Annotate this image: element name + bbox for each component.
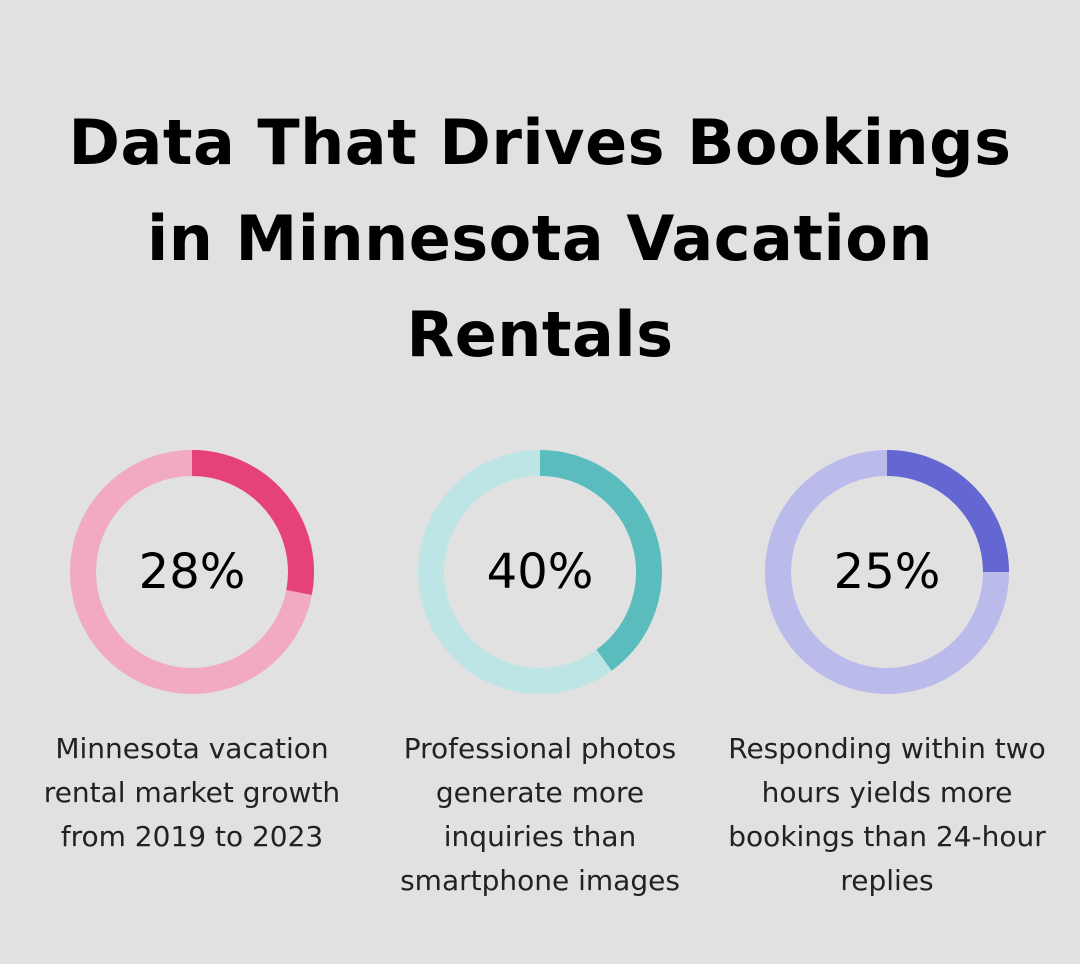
stat-value: 28% <box>138 544 246 600</box>
donut-svg <box>765 450 1009 694</box>
stat-caption: Responding within two hours yields more … <box>728 732 1046 897</box>
donut-svg <box>418 450 662 694</box>
donut-chart: 40% <box>418 450 662 694</box>
donut-arc <box>191 450 314 595</box>
stat-card-market-growth: 28% Minnesota vacation rental market gro… <box>32 450 352 859</box>
stat-value: 40% <box>486 544 594 600</box>
stat-value: 25% <box>833 544 941 600</box>
donut-arc <box>886 450 1009 573</box>
donut-chart: 28% <box>70 450 314 694</box>
stat-caption: Minnesota vacation rental market growth … <box>43 732 341 853</box>
stat-caption: Professional photos generate more inquir… <box>400 732 680 897</box>
donut-chart: 25% <box>765 450 1009 694</box>
stat-card-response-time: 25% Responding within two hours yields m… <box>727 450 1047 903</box>
donut-svg <box>70 450 314 694</box>
stat-card-professional-photos: 40% Professional photos generate more in… <box>380 450 700 903</box>
page-title: Data That Drives Bookings in Minnesota V… <box>68 106 1012 371</box>
donut-arc <box>539 450 662 671</box>
